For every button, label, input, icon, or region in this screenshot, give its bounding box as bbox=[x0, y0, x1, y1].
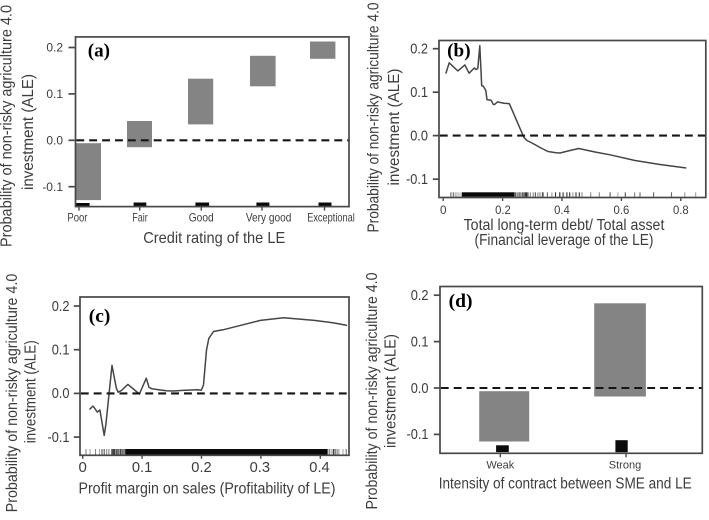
svg-text:Credit rating of the LE: Credit rating of the LE bbox=[143, 230, 285, 247]
svg-text:0.1: 0.1 bbox=[411, 334, 429, 350]
svg-text:Probability of non-risky agric: Probability of non-risky agriculture 4.0 bbox=[0, 5, 15, 247]
svg-text:(Financial leverage of the LE): (Financial leverage of the LE) bbox=[475, 232, 654, 249]
svg-text:0.2: 0.2 bbox=[495, 204, 511, 217]
svg-text:0.1: 0.1 bbox=[132, 459, 152, 476]
svg-text:investment (ALE): investment (ALE) bbox=[386, 69, 403, 186]
svg-text:Probability of non-risky agric: Probability of non-risky agriculture 4.0 bbox=[364, 273, 381, 510]
svg-text:0.0: 0.0 bbox=[411, 381, 429, 397]
svg-text:0.8: 0.8 bbox=[673, 204, 689, 217]
svg-text:0.2: 0.2 bbox=[410, 42, 428, 58]
svg-text:0.4: 0.4 bbox=[554, 204, 570, 217]
svg-text:Profit margin on sales (Profit: Profit margin on sales (Profitability of… bbox=[79, 480, 336, 497]
svg-text:-0.1: -0.1 bbox=[48, 430, 70, 446]
svg-text:Strong: Strong bbox=[609, 459, 641, 471]
svg-text:0.2: 0.2 bbox=[411, 288, 429, 304]
svg-text:0.2: 0.2 bbox=[191, 459, 211, 476]
svg-text:0.4: 0.4 bbox=[309, 459, 329, 476]
svg-text:Exceptional: Exceptional bbox=[307, 211, 355, 225]
svg-text:0.2: 0.2 bbox=[46, 41, 63, 55]
svg-text:investment (ALE): investment (ALE) bbox=[20, 74, 37, 190]
svg-text:Fair: Fair bbox=[132, 211, 147, 225]
svg-text:(d): (d) bbox=[449, 292, 473, 312]
svg-text:0.0: 0.0 bbox=[46, 134, 63, 148]
svg-text:-0.1: -0.1 bbox=[406, 172, 428, 188]
svg-text:investment (ALE): investment (ALE) bbox=[383, 334, 400, 448]
svg-text:investment (ALE): investment (ALE) bbox=[23, 340, 40, 443]
svg-text:Good: Good bbox=[189, 211, 214, 225]
svg-text:Very good: Very good bbox=[246, 211, 292, 225]
svg-text:-0.1: -0.1 bbox=[42, 180, 63, 194]
svg-text:(c): (c) bbox=[89, 307, 111, 327]
svg-text:0.1: 0.1 bbox=[410, 85, 428, 101]
svg-text:0: 0 bbox=[440, 204, 447, 217]
svg-text:Probability of non-risky agric: Probability of non-risky agriculture 4.0 bbox=[4, 274, 21, 513]
svg-text:-0.1: -0.1 bbox=[407, 427, 429, 443]
svg-text:0.3: 0.3 bbox=[250, 459, 270, 476]
svg-text:Probability of non-risky agric: Probability of non-risky agriculture 4.0 bbox=[366, 3, 383, 233]
svg-text:0.0: 0.0 bbox=[410, 128, 428, 144]
svg-text:0: 0 bbox=[79, 459, 87, 476]
svg-text:Total long-term debt/ Total as: Total long-term debt/ Total asset bbox=[464, 217, 665, 234]
svg-text:(a): (a) bbox=[88, 42, 110, 62]
svg-text:0.1: 0.1 bbox=[52, 343, 70, 359]
svg-text:0.6: 0.6 bbox=[614, 204, 630, 217]
svg-text:0.0: 0.0 bbox=[52, 386, 70, 402]
svg-text:Intensity of contract between: Intensity of contract between SME and LE bbox=[439, 476, 692, 493]
svg-text:(b): (b) bbox=[447, 42, 470, 62]
svg-text:Weak: Weak bbox=[486, 459, 514, 471]
svg-text:0.1: 0.1 bbox=[46, 87, 63, 101]
svg-text:0.2: 0.2 bbox=[52, 299, 70, 315]
svg-text:Poor: Poor bbox=[67, 211, 87, 225]
